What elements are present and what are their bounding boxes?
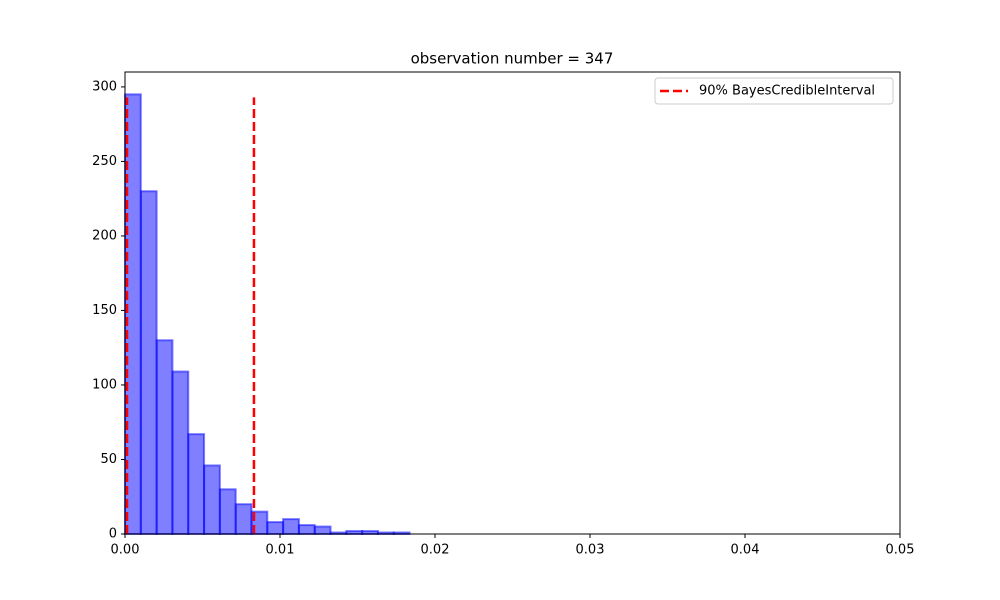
x-tick-label: 0.05 — [886, 543, 915, 558]
x-tick-label: 0.01 — [266, 543, 295, 558]
legend-box — [654, 77, 894, 105]
bar — [218, 488, 237, 535]
bar — [234, 503, 253, 535]
y-tick-label: 150 — [92, 303, 117, 318]
x-tick-label: 0.02 — [421, 543, 450, 558]
y-tick-label: 300 — [92, 79, 117, 94]
y-tick-label: 200 — [92, 228, 117, 243]
bar — [155, 339, 174, 535]
bar — [297, 524, 316, 535]
bar — [313, 525, 332, 536]
bar — [266, 521, 285, 535]
x-tick-label: 0.03 — [576, 543, 605, 558]
bar — [203, 464, 221, 535]
y-tick-label: 100 — [92, 377, 117, 392]
y-tick-label: 50 — [100, 452, 117, 467]
bar — [139, 190, 158, 535]
bar — [187, 433, 206, 535]
legend-label: 90% BayesCredibleInterval — [699, 84, 875, 99]
y-tick-label: 250 — [92, 154, 117, 169]
x-tick-label: 0.00 — [111, 543, 140, 558]
y-tick-label: 0 — [109, 527, 117, 542]
x-tick-label: 0.04 — [731, 543, 760, 558]
chart-title: observation number = 347 — [411, 50, 614, 68]
bar — [282, 518, 300, 536]
bar — [171, 370, 190, 535]
plot-frame — [124, 71, 901, 535]
